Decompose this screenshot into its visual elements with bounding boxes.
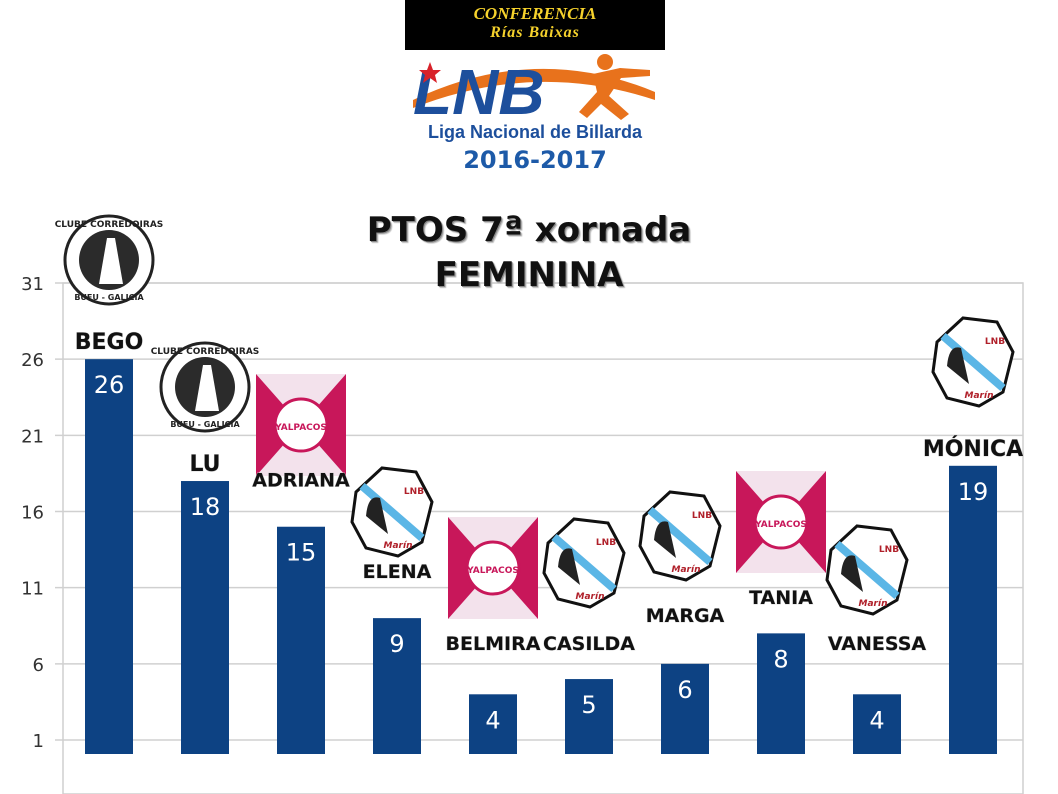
svg-text:Marín: Marín <box>576 592 605 602</box>
bar <box>181 481 229 754</box>
lnb-logo: LNB Liga Nacional de Billarda <box>409 54 661 144</box>
chart-title-line-1: PTOS 7ª xornada <box>366 210 692 250</box>
player-name-label: BELMIRA <box>446 633 541 655</box>
bar <box>373 618 421 754</box>
bars: 26 18 15 9 4 5 6 8 4 19 <box>85 359 997 754</box>
star-icon <box>419 62 441 83</box>
bar-value-label: 6 <box>677 676 692 704</box>
player-name-label: ELENA <box>363 561 432 583</box>
bar <box>949 465 997 754</box>
bar-value-label: 4 <box>485 706 500 734</box>
y-tick-label: 21 <box>21 426 44 447</box>
bar-value-label: 18 <box>190 493 221 521</box>
player-name-label: TANIA <box>749 587 813 609</box>
bar <box>661 663 709 754</box>
svg-text:CLUBE CORREDOIRAS: CLUBE CORREDOIRAS <box>151 347 260 357</box>
bar-value-label: 15 <box>286 539 317 567</box>
player-name-label: VANESSA <box>828 633 927 655</box>
y-tick-label: 31 <box>21 274 44 295</box>
y-tick-label: 1 <box>33 731 44 752</box>
svg-text:BUEU - GALICIA: BUEU - GALICIA <box>170 420 240 429</box>
svg-text:BUEU - GALICIA: BUEU - GALICIA <box>74 293 144 302</box>
club-badge-marin: Marín LNB <box>350 466 434 558</box>
club-badge-yalpacos: YALPACOS <box>736 471 826 573</box>
player-names: BEGO LU ADRIANA ELENA BELMIRA CASILDA MARGA TAN… <box>74 330 1023 656</box>
club-badge-marin: Marín LNB <box>931 316 1015 408</box>
svg-text:LNB: LNB <box>985 337 1005 347</box>
season-label: 2016-2017 <box>463 146 607 174</box>
conference-banner: CONFERENCIA Rías Baixas <box>405 0 665 50</box>
club-badge-corredoiras: CLUBE CORREDOIRAS BUEU - GALICIA <box>55 214 164 306</box>
player-name-label: MÓNICA <box>923 436 1023 462</box>
bar-value-label: 5 <box>581 691 596 719</box>
club-badge-corredoiras: CLUBE CORREDOIRAS BUEU - GALICIA <box>151 341 260 433</box>
svg-text:YALPACOS: YALPACOS <box>274 423 327 433</box>
bar <box>757 633 805 754</box>
svg-text:Marín: Marín <box>859 599 888 609</box>
club-badge-marin: Marín LNB <box>825 524 909 616</box>
club-badge-marin: Marín LNB <box>638 490 722 582</box>
club-badge-yalpacos: YALPACOS <box>448 517 538 619</box>
svg-text:LNB: LNB <box>879 545 899 555</box>
svg-text:YALPACOS: YALPACOS <box>466 566 519 576</box>
bar <box>85 359 133 754</box>
bar <box>277 526 325 754</box>
svg-text:Marín: Marín <box>672 565 701 575</box>
league-name: Liga Nacional de Billarda <box>428 122 643 142</box>
svg-text:LNB: LNB <box>404 487 424 497</box>
svg-text:Marín: Marín <box>384 541 413 551</box>
y-tick-label: 26 <box>21 350 44 371</box>
player-name-label: ADRIANA <box>252 470 350 492</box>
chart-title-line-2: FEMININA <box>434 255 624 295</box>
runner-icon <box>579 54 650 120</box>
svg-text:Marín: Marín <box>965 391 994 401</box>
bar-value-label: 26 <box>94 371 125 399</box>
bar <box>853 694 901 754</box>
player-name-label: BEGO <box>75 330 144 355</box>
player-name-label: LU <box>189 452 220 477</box>
bar-value-label: 8 <box>773 645 788 673</box>
bar <box>565 679 613 754</box>
conference-line-2: Rías Baixas <box>490 24 580 41</box>
player-name-label: CASILDA <box>543 633 635 655</box>
logo-letters: LNB <box>413 56 545 128</box>
svg-text:LNB: LNB <box>692 511 712 521</box>
club-badge-marin: Marín LNB <box>542 517 626 609</box>
bar-value-label: 19 <box>958 478 989 506</box>
conference-line-1: CONFERENCIA <box>473 4 597 23</box>
player-name-label: MARGA <box>646 605 725 627</box>
y-tick-label: 16 <box>21 503 44 524</box>
y-tick-label: 11 <box>21 579 44 600</box>
bar-value-label: 4 <box>869 706 884 734</box>
club-badge-yalpacos: YALPACOS <box>256 374 346 476</box>
svg-text:CLUBE CORREDOIRAS: CLUBE CORREDOIRAS <box>55 220 164 230</box>
svg-text:LNB: LNB <box>596 538 616 548</box>
y-tick-label: 6 <box>33 655 44 676</box>
bar <box>469 694 517 754</box>
svg-text:YALPACOS: YALPACOS <box>754 520 807 530</box>
bar-value-label: 9 <box>389 630 404 658</box>
